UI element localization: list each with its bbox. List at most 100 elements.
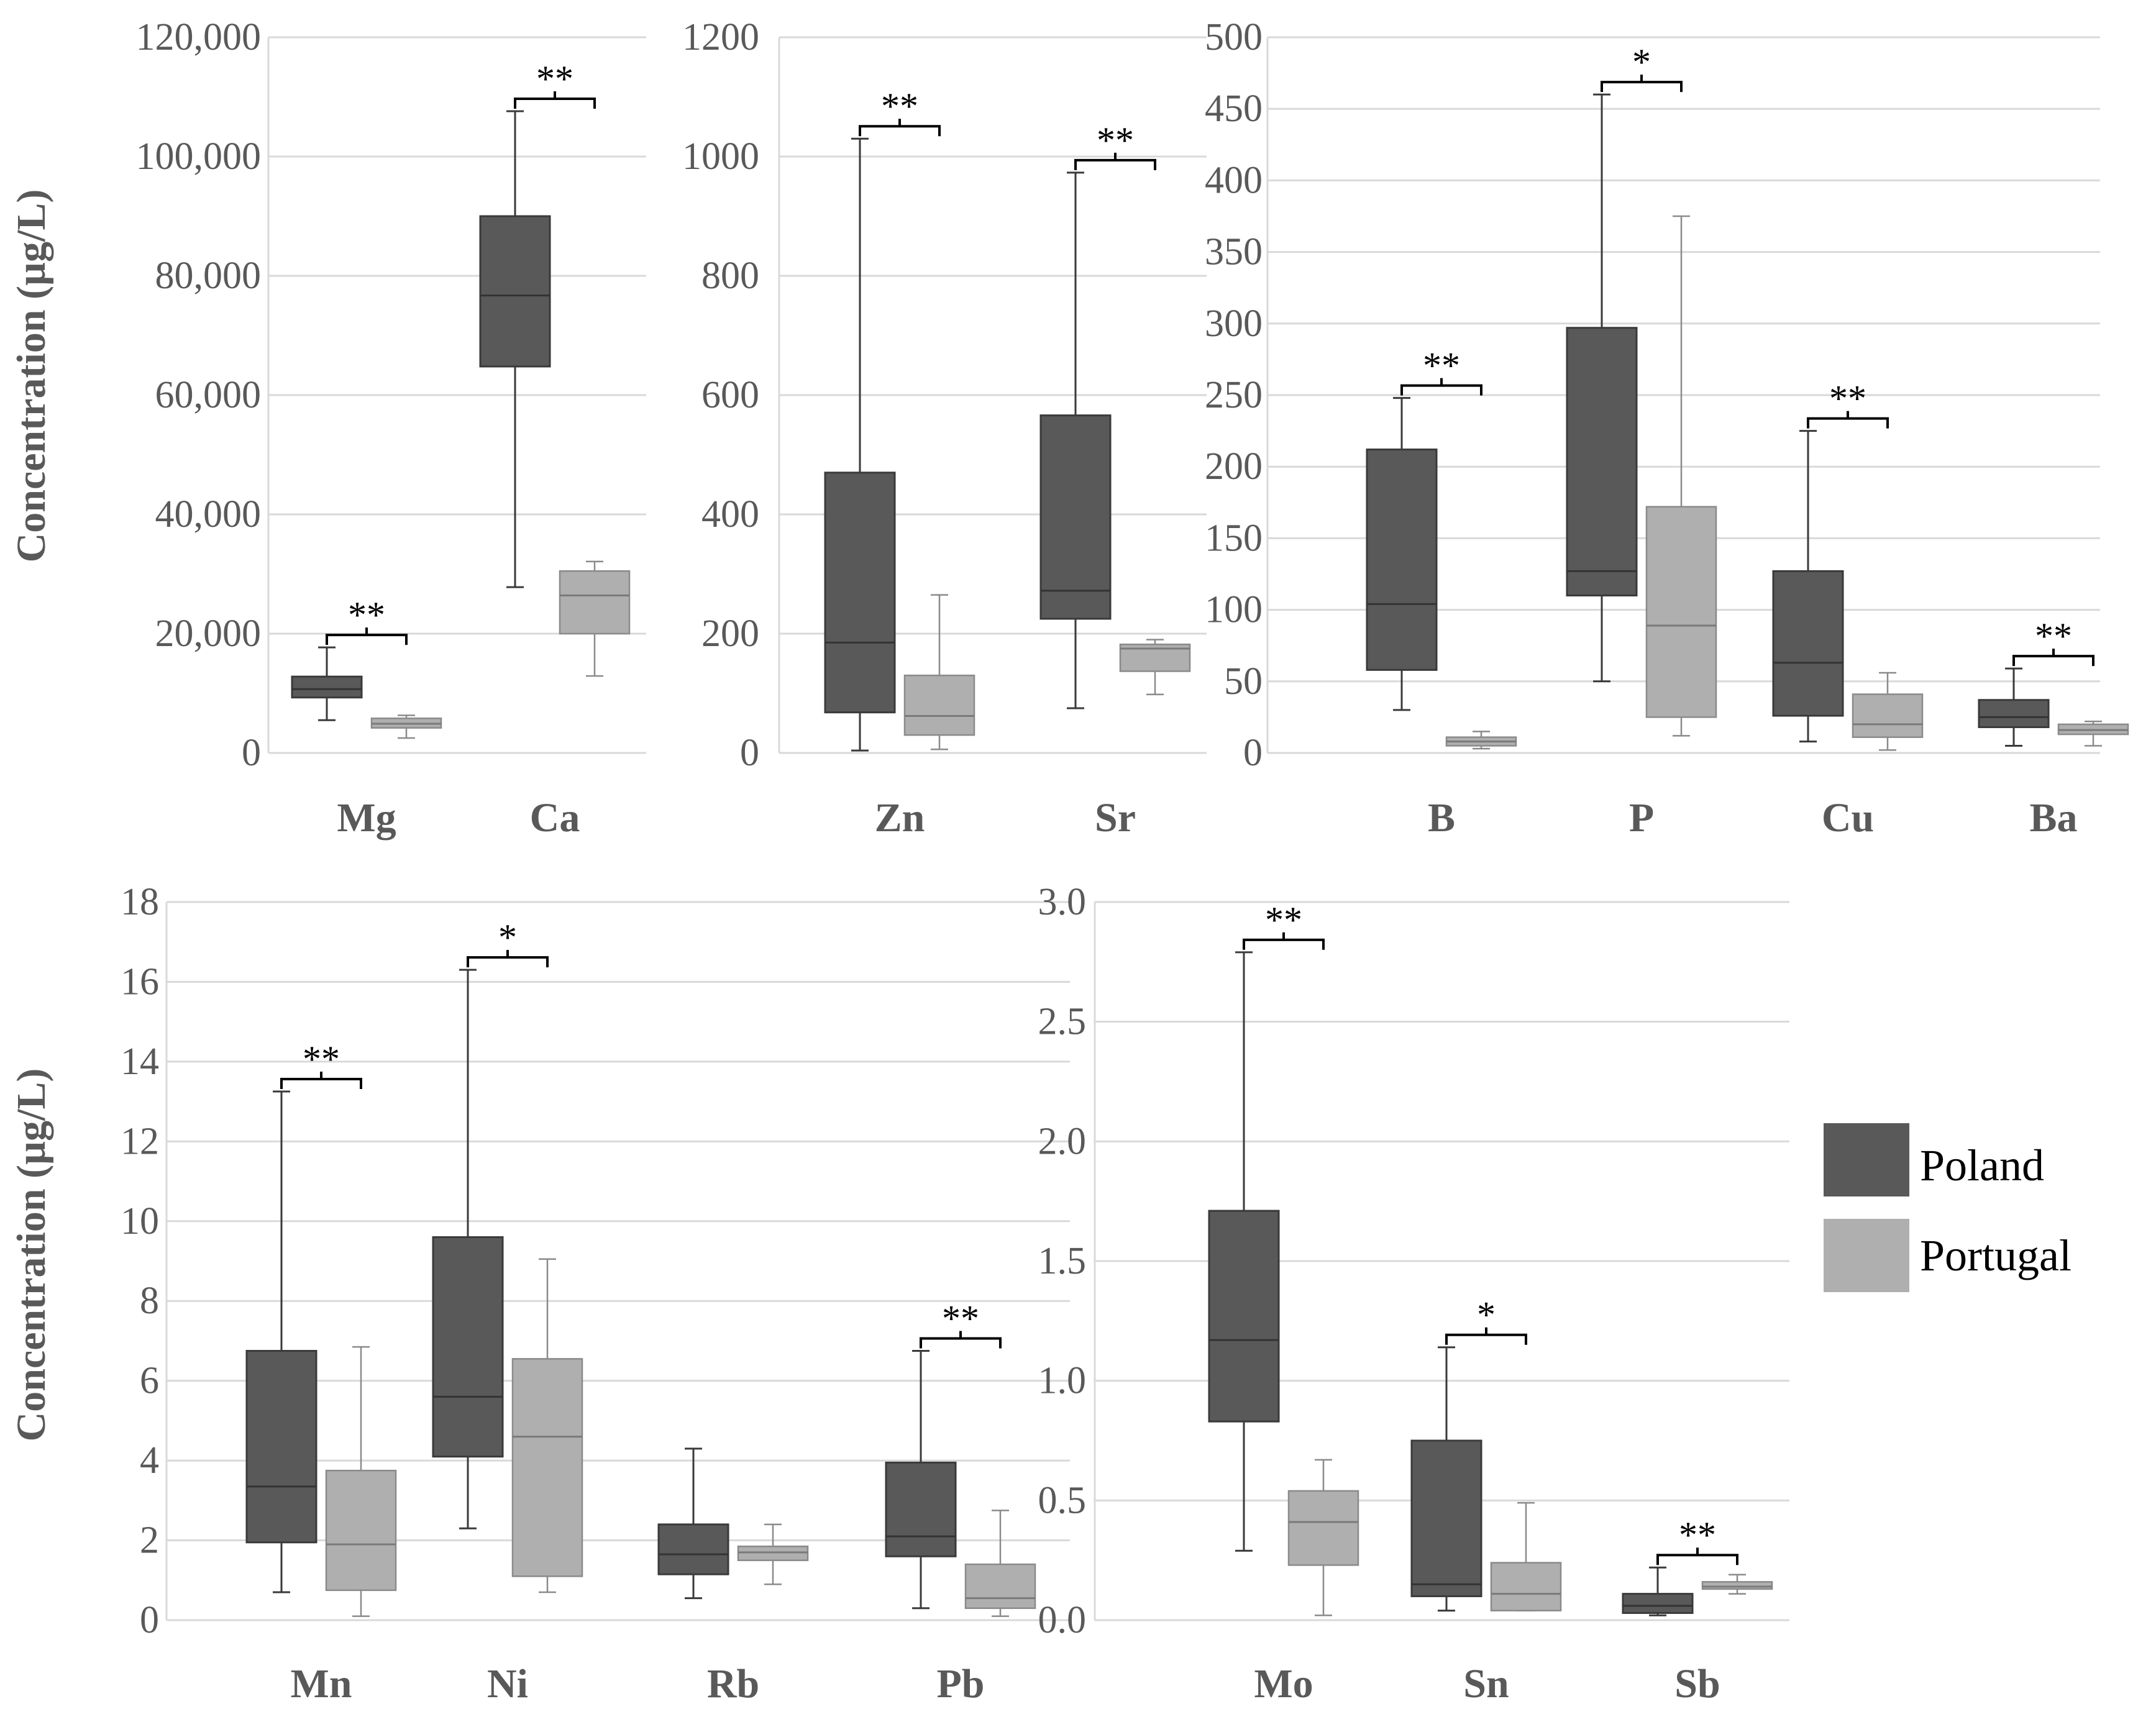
y-tick-label: 1200 (682, 16, 759, 58)
significance-marker: * (1632, 42, 1651, 83)
y-tick-label: 3.0 (1038, 881, 1087, 923)
legend-label-portugal: Portugal (1920, 1231, 2071, 1280)
significance-marker: * (1477, 1295, 1496, 1336)
y-axis-title-top: Concentration (µg/L) (9, 189, 54, 563)
significance-marker: ** (1265, 900, 1302, 941)
significance-marker: ** (536, 58, 573, 99)
y-tick-label: 2 (140, 1520, 159, 1562)
y-tick-label: 120,000 (136, 16, 262, 58)
significance-bracket (1601, 75, 1683, 93)
significance-marker: ** (303, 1039, 340, 1080)
y-tick-label: 400 (701, 493, 759, 535)
y-tick-label: 1000 (682, 135, 759, 178)
significance-marker: ** (1097, 120, 1134, 161)
y-tick-label: 50 (1224, 660, 1263, 703)
legend: Poland Portugal (1824, 1123, 2071, 1292)
box-poland (1410, 1439, 1482, 1597)
y-tick-label: 100,000 (136, 135, 262, 178)
box-portugal (511, 1358, 583, 1577)
legend-label-poland: Poland (1920, 1141, 2044, 1190)
box-poland (1978, 699, 2050, 729)
y-tick-label: 100 (1205, 589, 1263, 631)
y-tick-label: 10 (121, 1200, 159, 1242)
y-tick-label: 0 (242, 732, 261, 774)
significance-marker: ** (2035, 616, 2072, 657)
y-tick-label: 150 (1205, 517, 1263, 559)
y-tick-label: 16 (121, 960, 159, 1003)
box-poland (1039, 414, 1112, 620)
significance-marker: ** (348, 595, 385, 636)
box-portugal (1287, 1490, 1359, 1566)
y-tick-label: 6 (140, 1360, 159, 1402)
category-label-rb: Rb (707, 1661, 759, 1706)
category-label-ba: Ba (2029, 795, 2077, 841)
significance-bracket (1400, 378, 1482, 396)
box-poland (885, 1461, 957, 1557)
significance-marker: ** (881, 86, 918, 127)
y-tick-label: 500 (1205, 16, 1263, 58)
box-poland (1208, 1210, 1280, 1423)
y-tick-label: 60,000 (155, 374, 262, 416)
y-tick-label: 2.5 (1038, 1001, 1087, 1043)
box-portugal (559, 570, 631, 635)
significance-marker: ** (1829, 378, 1866, 419)
y-tick-label: 40,000 (155, 493, 262, 535)
box-poland (1622, 1593, 1694, 1614)
significance-bracket (467, 950, 549, 968)
significance-bracket (1074, 152, 1156, 170)
box-portugal (1852, 693, 1924, 738)
y-tick-label: 300 (1205, 303, 1263, 345)
significance-bracket (326, 627, 408, 645)
y-tick-label: 350 (1205, 231, 1263, 273)
category-label-sr: Sr (1095, 795, 1136, 841)
box-poland (824, 472, 896, 714)
significance-marker: * (498, 917, 517, 958)
significance-marker: ** (1679, 1515, 1716, 1556)
category-label-mn: Mn (291, 1661, 352, 1706)
significance-marker: ** (942, 1298, 979, 1339)
significance-bracket (1656, 1547, 1738, 1565)
box-poland (1772, 570, 1844, 717)
significance-bracket (1807, 411, 1889, 429)
category-label-p: P (1629, 795, 1654, 841)
box-poland (657, 1523, 729, 1575)
box-portugal (1645, 506, 1717, 718)
category-label-sn: Sn (1463, 1661, 1509, 1706)
box-portugal (737, 1545, 809, 1561)
y-tick-label: 20,000 (155, 613, 262, 655)
box-poland (1566, 327, 1638, 597)
box-portugal (1490, 1562, 1562, 1611)
significance-bracket (920, 1331, 1002, 1349)
y-tick-label: 18 (121, 881, 159, 923)
category-label-cu: Cu (1822, 795, 1874, 841)
y-tick-label: 200 (701, 613, 759, 655)
category-label-pb: Pb (936, 1661, 984, 1706)
y-tick-label: 600 (701, 374, 759, 416)
y-tick-label: 200 (1205, 445, 1263, 488)
y-tick-label: 12 (121, 1120, 159, 1162)
box-portugal (964, 1563, 1036, 1609)
category-label-sb: Sb (1674, 1661, 1720, 1706)
significance-bracket (280, 1072, 362, 1090)
significance-bracket (2012, 649, 2094, 667)
significance-bracket (514, 91, 596, 109)
y-tick-label: 1.0 (1038, 1360, 1087, 1402)
y-tick-label: 14 (121, 1041, 159, 1083)
y-tick-label: 0.5 (1038, 1479, 1087, 1521)
significance-marker: ** (1423, 345, 1460, 386)
box-poland (291, 675, 363, 699)
box-poland (1366, 449, 1438, 671)
y-tick-label: 80,000 (155, 255, 262, 297)
significance-bracket (1243, 932, 1325, 950)
category-label-mo: Mo (1254, 1661, 1313, 1706)
category-label-ca: Ca (530, 795, 580, 841)
legend-swatch-poland (1824, 1123, 1909, 1196)
y-tick-label: 1.5 (1038, 1240, 1087, 1282)
y-axis-title-bottom: Concentration (µg/L) (9, 1069, 54, 1442)
y-tick-label: 400 (1205, 159, 1263, 201)
category-label-b: B (1428, 795, 1455, 841)
significance-bracket (859, 119, 941, 137)
box-portugal (325, 1469, 397, 1592)
